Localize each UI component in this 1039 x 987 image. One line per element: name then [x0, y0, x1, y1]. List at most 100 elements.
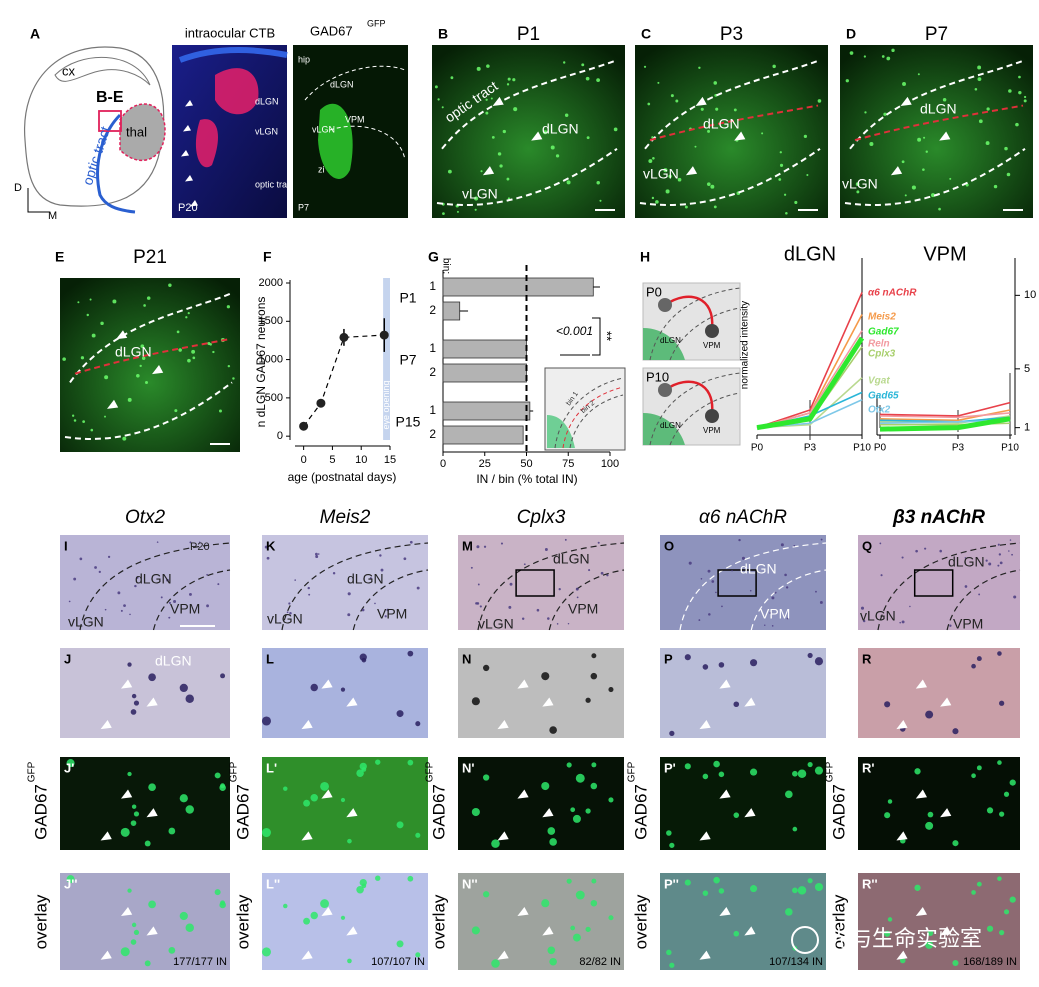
cell — [219, 784, 226, 791]
cell — [133, 811, 140, 817]
cell — [707, 569, 711, 573]
label: dLGN — [155, 653, 192, 669]
cell — [310, 911, 318, 920]
x-tick-label: 25 — [479, 458, 491, 470]
legend-entry: Meis2 — [868, 312, 896, 323]
cell — [289, 612, 292, 615]
cell — [206, 573, 208, 576]
cell — [499, 164, 503, 168]
legend-entry: Gad65 — [868, 391, 899, 402]
cell — [1023, 99, 1027, 103]
group-label: P1 — [399, 290, 416, 306]
arrowhead — [185, 175, 193, 182]
panel-letter: P — [664, 651, 673, 666]
cell — [606, 574, 609, 577]
cell — [985, 141, 990, 146]
watermark: 光与生命实验室 — [828, 926, 982, 951]
cell — [104, 415, 106, 418]
cell — [976, 656, 982, 662]
cell — [647, 102, 651, 106]
cell — [977, 77, 982, 82]
cell — [356, 885, 364, 894]
cell — [214, 889, 221, 896]
cell — [441, 106, 444, 109]
cell — [971, 890, 976, 895]
cell — [814, 657, 824, 666]
cell — [549, 957, 557, 966]
cell — [415, 721, 421, 727]
micrograph — [840, 45, 1033, 218]
series-line — [879, 401, 1011, 417]
cell — [942, 98, 947, 102]
cell — [856, 190, 860, 194]
cell — [1018, 75, 1021, 79]
cell — [585, 926, 591, 932]
legend-entry: α6 nAChR — [868, 288, 917, 299]
label: dLGN — [553, 551, 590, 567]
cell — [784, 573, 787, 577]
panel-letter: D — [846, 26, 856, 42]
cell — [134, 584, 137, 588]
cell — [581, 63, 585, 67]
cell — [978, 119, 983, 124]
cell — [566, 878, 572, 884]
cell — [123, 604, 126, 608]
cell — [471, 697, 480, 706]
cell — [491, 136, 495, 139]
cell — [891, 48, 895, 53]
panel-letter: N' — [462, 760, 474, 775]
cell — [927, 811, 934, 818]
cell — [572, 814, 581, 823]
cell — [541, 672, 550, 681]
x-tick-label: P0 — [874, 443, 887, 454]
cell — [340, 687, 346, 692]
label: M — [48, 210, 57, 222]
cell — [806, 174, 809, 177]
cell — [315, 555, 319, 559]
series-line — [756, 292, 863, 429]
label: dLGN — [255, 96, 279, 106]
label: dLGN — [330, 79, 354, 89]
cell — [820, 538, 823, 541]
cell — [156, 541, 159, 543]
cell — [91, 333, 96, 338]
panel-letter: L' — [266, 760, 277, 775]
cell — [104, 608, 107, 611]
cell — [930, 193, 936, 198]
cell — [591, 878, 597, 884]
cell — [490, 97, 493, 100]
panel-title: P1 — [517, 24, 540, 45]
cell — [817, 99, 822, 103]
cell — [731, 569, 733, 572]
arrowhead — [719, 789, 731, 799]
cell — [706, 182, 711, 186]
cell — [217, 583, 220, 586]
cell — [771, 625, 774, 627]
cell — [212, 350, 215, 354]
cell — [563, 61, 566, 64]
cell — [718, 771, 725, 778]
cell — [80, 356, 85, 360]
cell — [880, 574, 883, 577]
cell — [923, 136, 926, 139]
y-axis-label: normalized intensity — [740, 301, 751, 389]
arrowhead — [896, 720, 908, 730]
schematic-region — [643, 413, 685, 445]
cell — [887, 917, 893, 922]
bin-label: 2 — [429, 365, 436, 379]
cell — [925, 710, 934, 719]
cell — [899, 957, 906, 964]
row-label: overlay — [429, 894, 448, 949]
cell — [792, 826, 798, 832]
cell — [320, 899, 329, 909]
cell — [144, 380, 149, 384]
cell — [160, 596, 163, 599]
cell — [279, 622, 281, 624]
cell — [575, 587, 579, 591]
cell — [600, 571, 604, 575]
label: P0 — [646, 284, 662, 299]
cell — [883, 112, 887, 116]
cell — [536, 608, 540, 612]
cell — [294, 579, 296, 581]
cell — [862, 619, 866, 623]
